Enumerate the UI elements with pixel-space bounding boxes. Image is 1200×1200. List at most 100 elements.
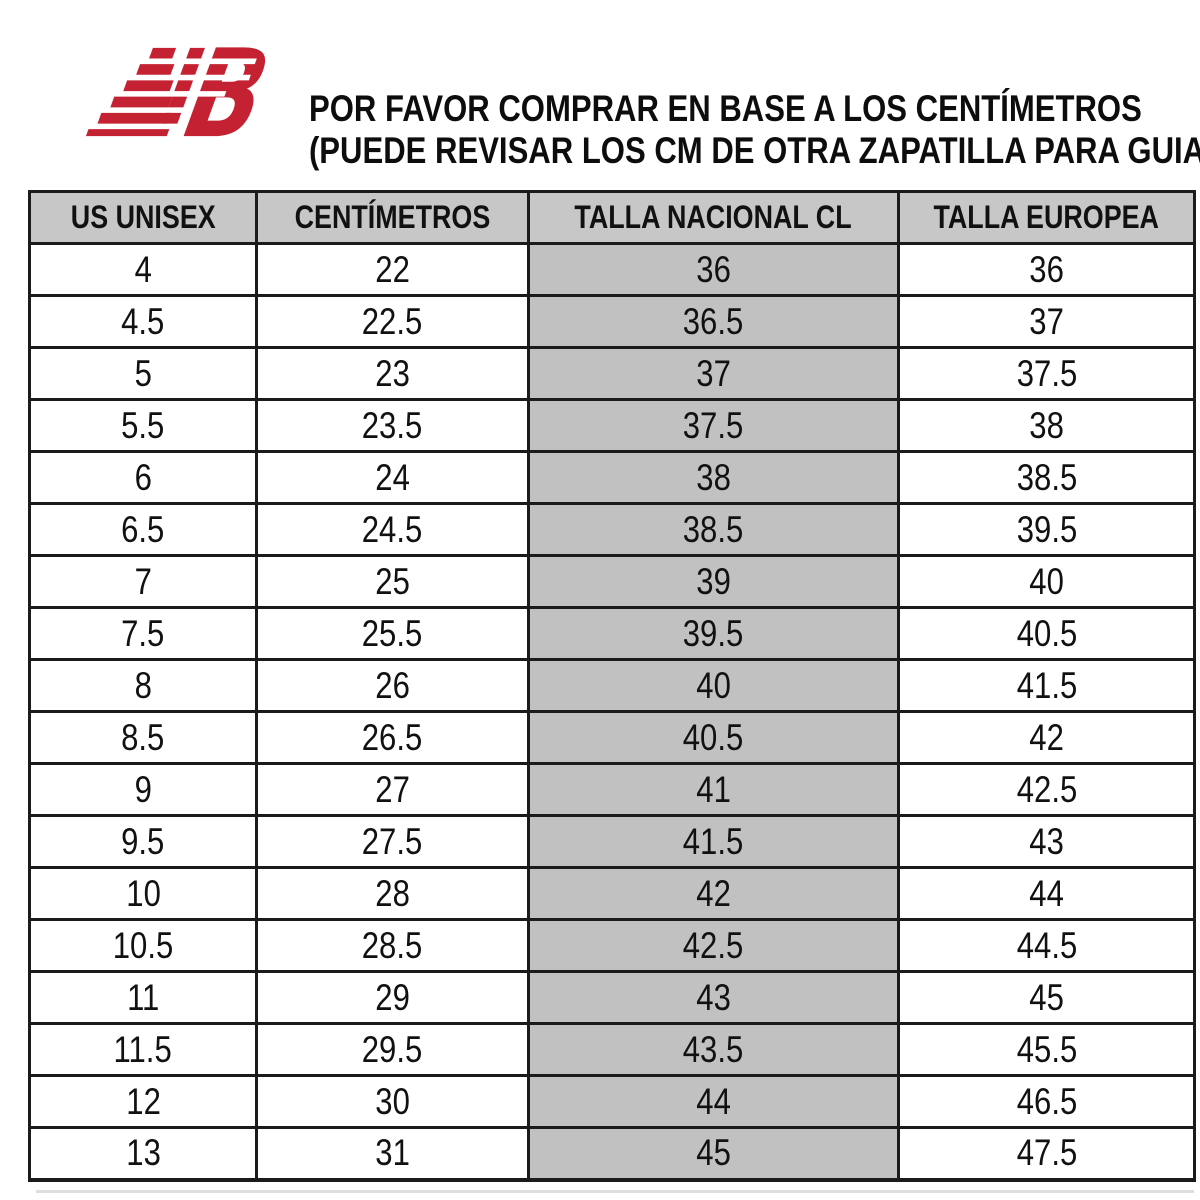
table-cell: 26 (255, 658, 530, 713)
table-cell: 28.5 (255, 918, 530, 973)
header-us-unisex: US UNISEX (27, 190, 259, 245)
table-row: 9 27 41 42.5 (27, 762, 1196, 817)
table-cell: 37.5 (897, 346, 1196, 401)
table-cell: 41 (526, 762, 901, 817)
table-cell: 40.5 (526, 710, 901, 765)
table-row: 12 30 44 46.5 (27, 1074, 1196, 1129)
table-cell: 22.5 (255, 294, 530, 349)
table-cell: 45.5 (897, 1022, 1196, 1077)
table-row: 10 28 42 44 (27, 866, 1196, 921)
table-cell: 26.5 (255, 710, 530, 765)
table-cell: 41.5 (897, 658, 1196, 713)
table-cell: 39 (526, 554, 901, 609)
size-conversion-table: US UNISEX CENTÍMETROS TALLA NACIONAL CL … (27, 190, 1196, 1182)
new-balance-logo-icon: B (86, 44, 270, 140)
table-cell: 27.5 (255, 814, 530, 869)
table-row: 4 22 36 36 (27, 242, 1196, 297)
table-cell: 38.5 (897, 450, 1196, 505)
table-row: 9.5 27.5 41.5 43 (27, 814, 1196, 869)
table-row: 6 24 38 38.5 (27, 450, 1196, 505)
table-cell: 44 (526, 1074, 901, 1129)
table-row: 10.5 28.5 42.5 44.5 (27, 918, 1196, 973)
table-cell: 43.5 (526, 1022, 901, 1077)
table-cell: 42 (897, 710, 1196, 765)
header-talla-nacional-cl: TALLA NACIONAL CL (526, 190, 901, 245)
header-centimetros: CENTÍMETROS (255, 190, 530, 245)
table-cell: 25.5 (255, 606, 530, 661)
table-cell: 37.5 (526, 398, 901, 453)
table-cell: 46.5 (897, 1074, 1196, 1129)
table-row: 5.5 23.5 37.5 38 (27, 398, 1196, 453)
table-row: 11 29 43 45 (27, 970, 1196, 1025)
table-cell: 40.5 (897, 606, 1196, 661)
table-cell: 37 (526, 346, 901, 401)
table-cell: 43 (526, 970, 901, 1025)
table-row: 4.5 22.5 36.5 37 (27, 294, 1196, 349)
table-cell: 38 (526, 450, 901, 505)
table-row: 5 23 37 37.5 (27, 346, 1196, 401)
table-cell: 45 (526, 1126, 901, 1182)
table-cell: 36 (897, 242, 1196, 297)
table-cell: 31 (255, 1126, 530, 1182)
table-cell: 23 (255, 346, 530, 401)
table-cell: 11 (27, 970, 259, 1025)
table-cell: 28 (255, 866, 530, 921)
table-cell: 42.5 (897, 762, 1196, 817)
table-cell: 42 (526, 866, 901, 921)
table-cell: 44.5 (897, 918, 1196, 973)
table-cell: 47.5 (897, 1126, 1196, 1182)
table-cell: 43 (897, 814, 1196, 869)
table-cell: 36.5 (526, 294, 901, 349)
table-cell: 38 (897, 398, 1196, 453)
table-cell: 45 (897, 970, 1196, 1025)
table-cell: 37 (897, 294, 1196, 349)
table-cell: 8.5 (27, 710, 259, 765)
table-cell: 22 (255, 242, 530, 297)
table-cell: 5.5 (27, 398, 259, 453)
table-cell: 7.5 (27, 606, 259, 661)
table-cell: 29.5 (255, 1022, 530, 1077)
table-row: 8.5 26.5 40.5 42 (27, 710, 1196, 765)
table-row: 11.5 29.5 43.5 45.5 (27, 1022, 1196, 1077)
table-cell: 39.5 (897, 502, 1196, 557)
table-cell: 25 (255, 554, 530, 609)
table-row: 7 25 39 40 (27, 554, 1196, 609)
table-cell: 7 (27, 554, 259, 609)
table-cell: 5 (27, 346, 259, 401)
table-cell: 24.5 (255, 502, 530, 557)
header-talla-europea: TALLA EUROPEA (897, 190, 1196, 245)
table-cell: 23.5 (255, 398, 530, 453)
table-cell: 27 (255, 762, 530, 817)
table-row: 13 31 45 47.5 (27, 1126, 1196, 1182)
table-cell: 13 (27, 1126, 259, 1182)
table-cell: 6.5 (27, 502, 259, 557)
table-cell: 40 (526, 658, 901, 713)
notice-line-1: POR FAVOR COMPRAR EN BASE A LOS CENTÍMET… (308, 88, 1142, 129)
purchase-notice: POR FAVOR COMPRAR EN BASE A LOS CENTÍMET… (232, 88, 1200, 172)
table-cell: 11.5 (27, 1022, 259, 1077)
table-cell: 4.5 (27, 294, 259, 349)
table-header-row: US UNISEX CENTÍMETROS TALLA NACIONAL CL … (27, 190, 1196, 245)
table-cell: 39.5 (526, 606, 901, 661)
table-cell: 9.5 (27, 814, 259, 869)
table-cell: 40 (897, 554, 1196, 609)
table-cell: 24 (255, 450, 530, 505)
table-cell: 10.5 (27, 918, 259, 973)
table-cell: 9 (27, 762, 259, 817)
table-cell: 12 (27, 1074, 259, 1129)
table-cell: 29 (255, 970, 530, 1025)
notice-line-2: (PUEDE REVISAR LOS CM DE OTRA ZAPATILLA … (308, 130, 1200, 171)
table-cell: 6 (27, 450, 259, 505)
table-bottom-shadow (36, 1190, 1194, 1193)
table-cell: 38.5 (526, 502, 901, 557)
table-cell: 42.5 (526, 918, 901, 973)
table-cell: 36 (526, 242, 901, 297)
table-cell: 10 (27, 866, 259, 921)
table-cell: 4 (27, 242, 259, 297)
table-cell: 8 (27, 658, 259, 713)
table-row: 7.5 25.5 39.5 40.5 (27, 606, 1196, 661)
table-cell: 30 (255, 1074, 530, 1129)
table-cell: 41.5 (526, 814, 901, 869)
table-cell: 44 (897, 866, 1196, 921)
table-row: 6.5 24.5 38.5 39.5 (27, 502, 1196, 557)
